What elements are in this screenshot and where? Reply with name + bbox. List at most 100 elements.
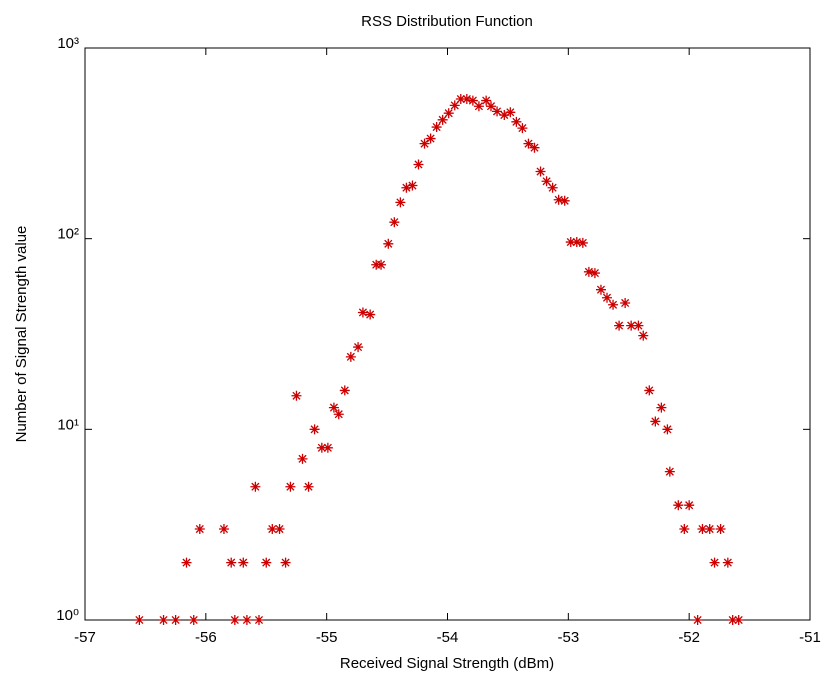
plot-frame bbox=[84, 47, 811, 621]
marker bbox=[499, 110, 510, 121]
x-tick-label: -56 bbox=[195, 629, 217, 646]
x-tick-label: -57 bbox=[74, 629, 96, 646]
marker bbox=[365, 309, 376, 320]
marker bbox=[541, 176, 552, 187]
y-tick-label: 10¹ bbox=[57, 416, 79, 433]
marker bbox=[608, 299, 619, 310]
marker bbox=[376, 259, 387, 270]
marker bbox=[339, 385, 350, 396]
marker bbox=[261, 557, 272, 568]
marker bbox=[559, 195, 570, 206]
marker bbox=[218, 524, 229, 535]
marker bbox=[626, 320, 637, 331]
marker bbox=[614, 320, 625, 331]
marker bbox=[727, 615, 738, 625]
marker bbox=[565, 237, 576, 248]
marker bbox=[722, 557, 733, 568]
marker bbox=[407, 180, 418, 191]
marker bbox=[353, 342, 364, 353]
marker bbox=[517, 123, 528, 134]
marker bbox=[553, 194, 564, 205]
marker bbox=[644, 385, 655, 396]
marker bbox=[650, 416, 661, 427]
marker bbox=[401, 182, 412, 193]
marker bbox=[226, 557, 237, 568]
marker bbox=[733, 615, 744, 625]
marker bbox=[662, 424, 673, 435]
marker bbox=[467, 95, 478, 106]
marker bbox=[345, 351, 356, 362]
marker bbox=[664, 466, 675, 477]
marker bbox=[419, 138, 430, 149]
x-axis-label: Received Signal Strength (dBm) bbox=[340, 655, 554, 672]
marker bbox=[413, 159, 424, 170]
marker bbox=[328, 402, 339, 413]
marker bbox=[633, 320, 644, 331]
marker bbox=[547, 182, 558, 193]
x-tick-label: -55 bbox=[316, 629, 338, 646]
marker bbox=[704, 524, 715, 535]
marker bbox=[638, 330, 649, 341]
marker bbox=[134, 615, 145, 625]
marker bbox=[357, 307, 368, 318]
marker bbox=[523, 138, 534, 149]
marker bbox=[529, 142, 540, 153]
y-tick-label: 10³ bbox=[57, 35, 79, 52]
x-tick-label: -53 bbox=[557, 629, 579, 646]
marker bbox=[449, 100, 460, 111]
y-tick-label: 10⁰ bbox=[56, 607, 79, 624]
marker bbox=[181, 557, 192, 568]
marker bbox=[316, 442, 327, 453]
marker bbox=[673, 500, 684, 511]
y-tick-label: 10² bbox=[57, 226, 79, 243]
marker bbox=[238, 557, 249, 568]
marker bbox=[229, 615, 240, 625]
marker bbox=[303, 481, 314, 492]
marker bbox=[455, 94, 466, 105]
marker bbox=[395, 197, 406, 208]
marker bbox=[505, 107, 516, 118]
marker bbox=[473, 101, 484, 112]
marker bbox=[461, 94, 472, 105]
y-axis-label: Number of Signal Strength value bbox=[13, 226, 30, 443]
marker bbox=[602, 292, 612, 303]
marker bbox=[511, 116, 522, 127]
marker bbox=[297, 453, 308, 464]
marker bbox=[254, 615, 264, 625]
marker bbox=[285, 481, 296, 492]
marker bbox=[425, 133, 436, 144]
marker bbox=[715, 524, 726, 535]
marker bbox=[291, 390, 302, 401]
marker bbox=[443, 108, 454, 119]
marker bbox=[709, 557, 720, 568]
marker bbox=[437, 114, 448, 125]
marker bbox=[170, 615, 181, 625]
marker bbox=[589, 268, 600, 279]
marker bbox=[620, 297, 631, 308]
marker bbox=[679, 524, 690, 535]
marker bbox=[595, 284, 606, 295]
marker bbox=[583, 266, 594, 277]
marker bbox=[188, 615, 199, 625]
marker bbox=[309, 424, 320, 435]
marker bbox=[431, 122, 442, 133]
marker bbox=[389, 217, 400, 228]
marker bbox=[274, 524, 285, 535]
marker bbox=[333, 409, 344, 420]
marker bbox=[492, 106, 503, 117]
marker bbox=[692, 615, 703, 625]
marker bbox=[571, 237, 582, 248]
marker bbox=[535, 166, 546, 177]
marker bbox=[577, 237, 588, 248]
x-tick-label: -52 bbox=[678, 629, 700, 646]
marker bbox=[194, 524, 205, 535]
marker bbox=[250, 481, 261, 492]
marker bbox=[322, 442, 333, 453]
chart-title: RSS Distribution Function bbox=[361, 13, 533, 30]
marker bbox=[280, 557, 291, 568]
marker bbox=[267, 524, 278, 535]
marker bbox=[656, 402, 667, 413]
x-tick-label: -51 bbox=[799, 629, 821, 646]
marker bbox=[158, 615, 169, 625]
